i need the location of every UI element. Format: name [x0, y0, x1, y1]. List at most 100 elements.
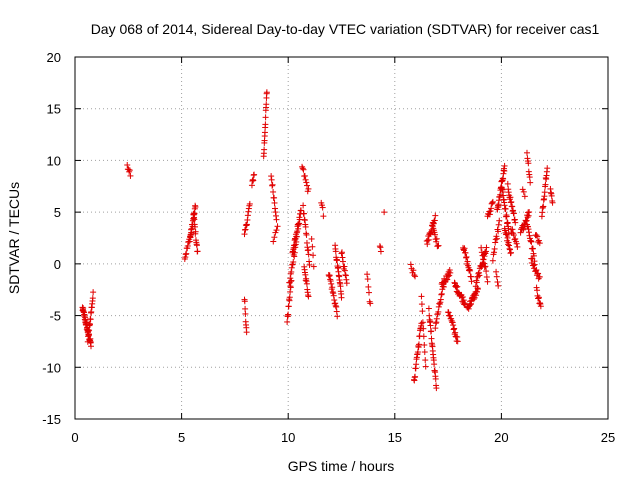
data-point: [534, 287, 541, 294]
data-point: [84, 338, 91, 345]
grid-lines: [75, 57, 608, 419]
data-point: [536, 273, 543, 280]
data-point: [540, 203, 547, 210]
data-point: [502, 205, 509, 212]
data-point: [326, 273, 333, 280]
data-point: [467, 267, 474, 274]
data-point: [304, 182, 311, 189]
data-point: [525, 160, 532, 167]
data-point: [343, 280, 350, 287]
data-point: [242, 305, 249, 312]
data-point: [427, 322, 434, 329]
data-point: [429, 222, 436, 229]
data-point: [489, 257, 496, 264]
data-point: [337, 283, 344, 290]
data-point: [501, 167, 508, 174]
data-point: [299, 165, 306, 172]
data-point: [544, 165, 551, 172]
data-point: [419, 319, 426, 326]
data-point: [504, 234, 511, 241]
data-point: [338, 249, 345, 256]
data-point: [548, 192, 555, 199]
data-point: [489, 199, 496, 206]
data-point: [459, 294, 466, 301]
data-point: [193, 242, 200, 249]
y-tick-label: 15: [47, 102, 61, 117]
y-tick-label: 10: [47, 153, 61, 168]
data-point: [473, 279, 480, 286]
data-point: [541, 189, 548, 196]
data-point: [509, 226, 516, 233]
data-point: [549, 199, 556, 206]
data-point: [273, 216, 280, 223]
data-point: [449, 319, 456, 326]
data-point: [338, 294, 345, 301]
data-point: [87, 343, 94, 350]
data-point: [483, 268, 490, 275]
data-point: [432, 325, 439, 332]
data-point: [328, 280, 335, 287]
data-point: [447, 312, 454, 319]
data-point: [263, 89, 270, 96]
data-point: [299, 163, 306, 170]
data-point: [261, 146, 268, 153]
data-point: [454, 338, 461, 345]
data-point: [475, 269, 482, 276]
data-point: [464, 258, 471, 265]
data-point: [339, 258, 346, 265]
data-point: [381, 209, 388, 216]
data-point: [461, 245, 468, 252]
data-point: [445, 309, 452, 316]
data-point: [530, 262, 537, 269]
data-point: [533, 266, 540, 273]
x-tick-label: 0: [71, 430, 78, 445]
data-point: [433, 315, 440, 322]
y-tick-label: 5: [54, 205, 61, 220]
data-point: [454, 333, 461, 340]
data-point: [523, 149, 530, 156]
data-point: [364, 271, 371, 278]
data-point: [450, 326, 457, 333]
data-point: [431, 361, 438, 368]
data-point: [285, 311, 292, 318]
data-point: [319, 204, 326, 211]
data-point: [284, 318, 291, 325]
data-point: [86, 321, 93, 328]
data-point: [287, 288, 294, 295]
data-point: [525, 212, 532, 219]
data-point: [329, 288, 336, 295]
data-point: [194, 248, 201, 255]
data-point: [510, 232, 517, 239]
data-point: [495, 282, 502, 289]
data-point: [271, 194, 278, 201]
data-point: [301, 172, 308, 179]
data-point: [300, 202, 307, 209]
data-point: [454, 283, 461, 290]
data-point: [332, 300, 339, 307]
data-point: [533, 232, 540, 239]
data-point: [437, 296, 444, 303]
data-point: [480, 260, 487, 267]
data-point: [512, 219, 519, 226]
data-point: [415, 341, 422, 348]
data-point: [305, 251, 312, 258]
data-point: [487, 208, 494, 215]
data-point: [377, 244, 384, 251]
data-point: [309, 243, 316, 250]
data-point: [330, 292, 337, 299]
data-point: [290, 258, 297, 265]
data-point: [297, 207, 304, 214]
data-point: [507, 249, 514, 256]
data-point: [534, 233, 541, 240]
data-point: [333, 303, 340, 310]
data-point: [271, 199, 278, 206]
data-point: [124, 161, 131, 168]
data-point: [531, 261, 538, 268]
data-point: [504, 180, 511, 187]
data-point: [332, 302, 339, 309]
data-point: [422, 363, 429, 370]
data-point: [498, 178, 505, 185]
data-point: [478, 244, 485, 251]
data-point: [526, 208, 533, 215]
